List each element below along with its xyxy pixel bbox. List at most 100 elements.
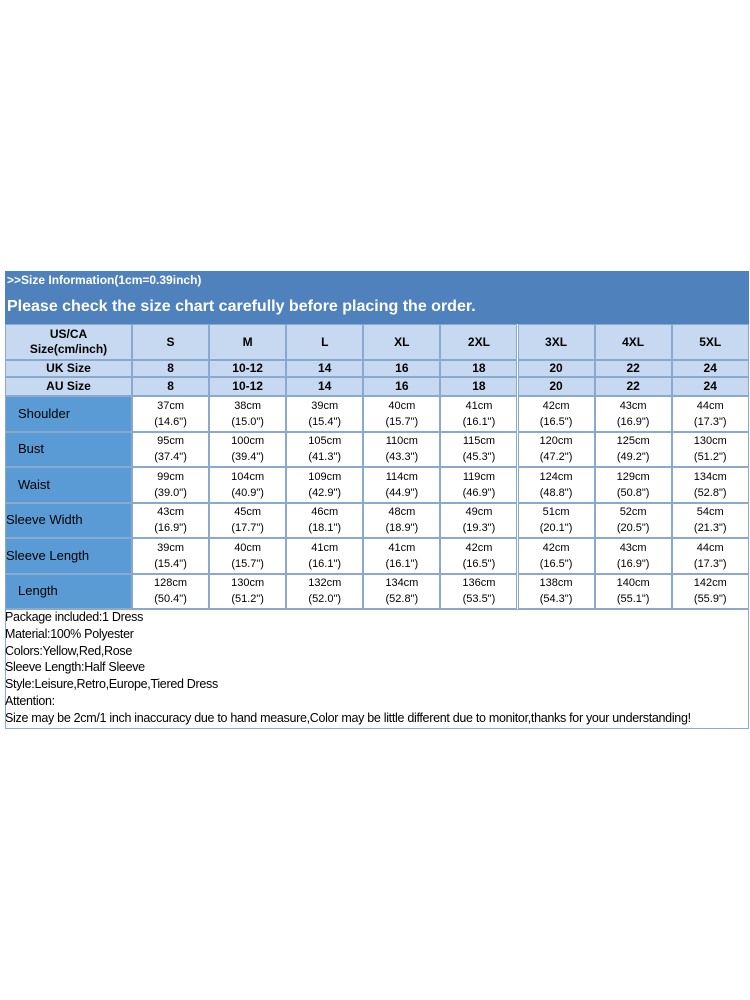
inch-value: (18.1") (308, 522, 342, 535)
measure-cell: 40cm (15.7") (209, 538, 287, 574)
au-value-text: 24 (703, 379, 717, 393)
inch-value: (55.9") (693, 593, 727, 606)
au-value: 22 (594, 377, 672, 396)
inch-value: (18.9") (385, 522, 419, 535)
cm-value: 128cm (154, 577, 188, 590)
inch-value: (52.0") (308, 593, 342, 606)
cm-value: 136cm (462, 577, 496, 590)
row-label-text: Waist (18, 476, 51, 492)
cm-value: 130cm (231, 577, 265, 590)
size-header: L (286, 324, 364, 360)
inch-value: (39.0") (154, 486, 187, 499)
cm-value: 130cm (693, 435, 727, 448)
size-label: 3XL (545, 334, 568, 349)
cm-value: 125cm (616, 435, 650, 448)
cm-value: 100cm (231, 435, 265, 448)
inch-value: (15.0") (231, 415, 264, 428)
cm-value: 119cm (462, 470, 496, 483)
corner-text: Size(cm/inch) (29, 342, 108, 356)
note-line: Style:Leisure,Retro,Europe,Tiered Dress (5, 677, 218, 692)
inch-value: (16.1") (308, 557, 342, 570)
au-value-text: 20 (549, 379, 563, 393)
cm-value: 44cm (696, 399, 724, 412)
cm-value: 45cm (234, 506, 262, 519)
row-label: Length (5, 573, 132, 609)
measure-cell: 42cm (16.5") (517, 396, 595, 432)
cm-value: 138cm (539, 577, 573, 590)
cm-value: 42cm (542, 541, 570, 554)
notice-banner: Please check the size chart carefully be… (5, 289, 749, 324)
inch-value: (39.4") (231, 451, 264, 464)
measure-cell: 99cm (39.0") (132, 467, 210, 503)
cm-value: 42cm (542, 399, 570, 412)
measure-cell: 41cm (16.1") (363, 538, 441, 574)
inch-value: (48.8") (539, 486, 573, 499)
inch-value: (16.1") (462, 415, 496, 428)
inch-value: (47.2") (539, 451, 573, 464)
uk-label: UK Size (5, 360, 132, 377)
size-header: 2XL (440, 324, 518, 360)
cm-value: 95cm (157, 435, 184, 448)
inch-value: (19.3") (462, 522, 496, 535)
measure-cell: 38cm (15.0") (209, 396, 287, 432)
cm-value: 109cm (308, 470, 342, 483)
inch-value: (52.8") (693, 486, 727, 499)
uk-value-text: 8 (167, 361, 174, 375)
inch-value: (46.9") (462, 486, 496, 499)
measure-cell: 142cm (55.9") (671, 573, 749, 609)
measure-cell: 119cm (46.9") (440, 467, 518, 503)
row-label: Sleeve Width (5, 502, 132, 538)
measure-cell: 40cm (15.7") (363, 396, 441, 432)
size-label: L (321, 334, 329, 349)
au-value: 16 (363, 377, 441, 396)
measure-cell: 46cm (18.1") (286, 502, 364, 538)
au-value: 8 (132, 377, 210, 396)
au-value-text: 18 (472, 379, 486, 393)
cm-value: 129cm (616, 470, 650, 483)
measure-cell: 130cm (51.2") (209, 573, 287, 609)
measure-cell: 42cm (16.5") (517, 538, 595, 574)
cm-value: 54cm (696, 506, 724, 519)
au-value: 18 (440, 377, 518, 396)
row-label-text: Length (18, 583, 58, 599)
uk-value: 24 (671, 360, 749, 377)
measure-cell: 125cm (49.2") (594, 431, 672, 467)
cm-value: 140cm (616, 577, 650, 590)
inch-value: (17.7") (231, 522, 264, 535)
uk-value-text: 24 (703, 361, 717, 375)
row-label-text: Sleeve Length (6, 547, 90, 563)
size-header: S (132, 324, 210, 360)
inch-value: (40.9") (231, 486, 264, 499)
cm-value: 43cm (619, 399, 647, 412)
inch-value: (51.2") (231, 593, 264, 606)
au-label-text: AU Size (46, 379, 91, 393)
size-label: 5XL (699, 334, 722, 349)
size-header: 4XL (594, 324, 672, 360)
cm-value: 46cm (311, 506, 339, 519)
inch-value: (50.4") (154, 593, 187, 606)
note-line: Colors:Yellow,Red,Rose (5, 643, 133, 658)
measure-cell: 104cm (40.9") (209, 467, 287, 503)
inch-value: (20.5") (616, 522, 650, 535)
note-line: Material:100% Polyester (5, 626, 134, 641)
measure-cell: 41cm (16.1") (286, 538, 364, 574)
uk-value-text: 14 (318, 361, 332, 375)
size-label: 4XL (622, 334, 645, 349)
cm-value: 41cm (388, 541, 416, 554)
inch-value: (15.7") (231, 557, 264, 570)
measure-cell: 43cm (16.9") (594, 538, 672, 574)
measure-cell: 115cm (45.3") (440, 431, 518, 467)
uk-value: 16 (363, 360, 441, 377)
measure-cell: 54cm (21.3") (671, 502, 749, 538)
inch-value: (49.2") (616, 451, 650, 464)
inch-value: (55.1") (616, 593, 650, 606)
cm-value: 41cm (311, 541, 339, 554)
cm-value: 40cm (234, 541, 262, 554)
uk-value: 8 (132, 360, 210, 377)
size-header: 3XL (517, 324, 595, 360)
uk-value: 18 (440, 360, 518, 377)
size-label: XL (394, 334, 410, 349)
inch-value: (43.3") (385, 451, 419, 464)
cm-value: 44cm (696, 541, 724, 554)
measure-cell: 138cm (54.3") (517, 573, 595, 609)
